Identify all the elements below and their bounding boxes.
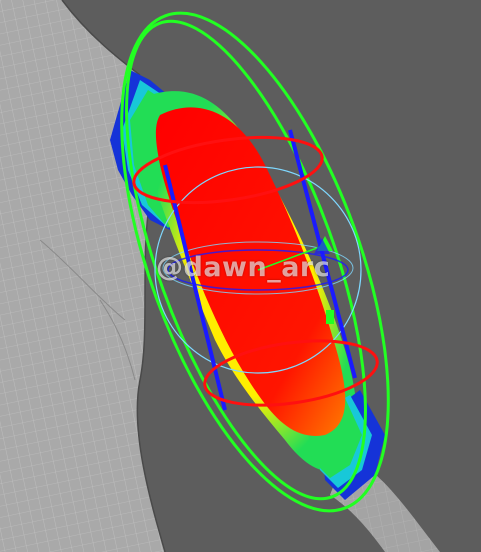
move-handle-cone-blue-icon [314,238,330,254]
axis-ellipse [167,249,349,291]
rotate-sphere [154,166,362,374]
scale-handle-green [326,310,334,324]
weight-red-core [155,107,346,436]
capsule-inner [125,19,367,501]
rig-manipulators[interactable] [67,0,444,544]
joint-ring-bottom [203,339,379,407]
rotate-sphere-ring [162,241,354,295]
move-handle-green [257,244,326,271]
joint-ring-top [132,135,324,205]
torso-silhouette [61,0,166,552]
chest-contour [39,239,126,321]
capsule-outer [120,11,390,513]
armpit-contour [99,299,136,381]
